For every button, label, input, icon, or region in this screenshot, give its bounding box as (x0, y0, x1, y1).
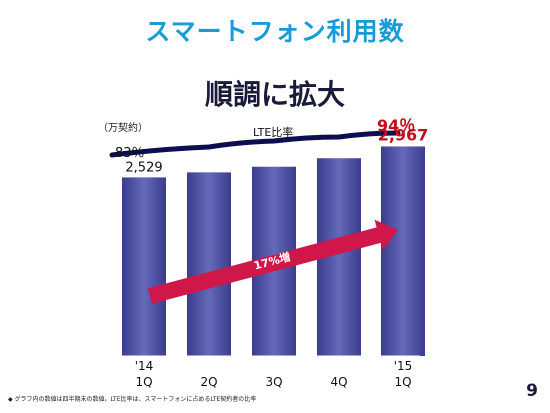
bar-2 (187, 172, 231, 356)
bar-5 (381, 146, 425, 356)
x-tick-label-5: '15 (394, 359, 413, 373)
x-tick-label-4: 4Q (330, 375, 347, 389)
x-tick-label-1: 1Q (135, 375, 152, 389)
data-label-1: 2,529 (125, 160, 162, 175)
lte-start-label: 83％ (115, 146, 145, 161)
slide-title: スマートフォン利用数 (145, 17, 405, 46)
unit-label: （万契約） (98, 121, 148, 134)
lte-series-label: LTE比率 (253, 125, 293, 139)
x-tick-label-1: '14 (135, 359, 154, 373)
page-number: 9 (526, 381, 538, 401)
bar-1 (122, 177, 166, 356)
x-tick-label-2: 2Q (200, 375, 217, 389)
lte-end-label: 94％ (377, 116, 415, 135)
lte-ratio-line (109, 130, 401, 158)
data-label-5: 2,967 (378, 125, 429, 144)
footnote: ◆ グラフ内の数値は四半期末の数値。LTE比率は、スマートフォンに占めるLTE契… (8, 396, 257, 403)
x-tick-label-3: 3Q (265, 375, 282, 389)
slide-subtitle: 順調に拡大 (204, 78, 345, 111)
x-tick-label-5: 1Q (394, 375, 411, 389)
